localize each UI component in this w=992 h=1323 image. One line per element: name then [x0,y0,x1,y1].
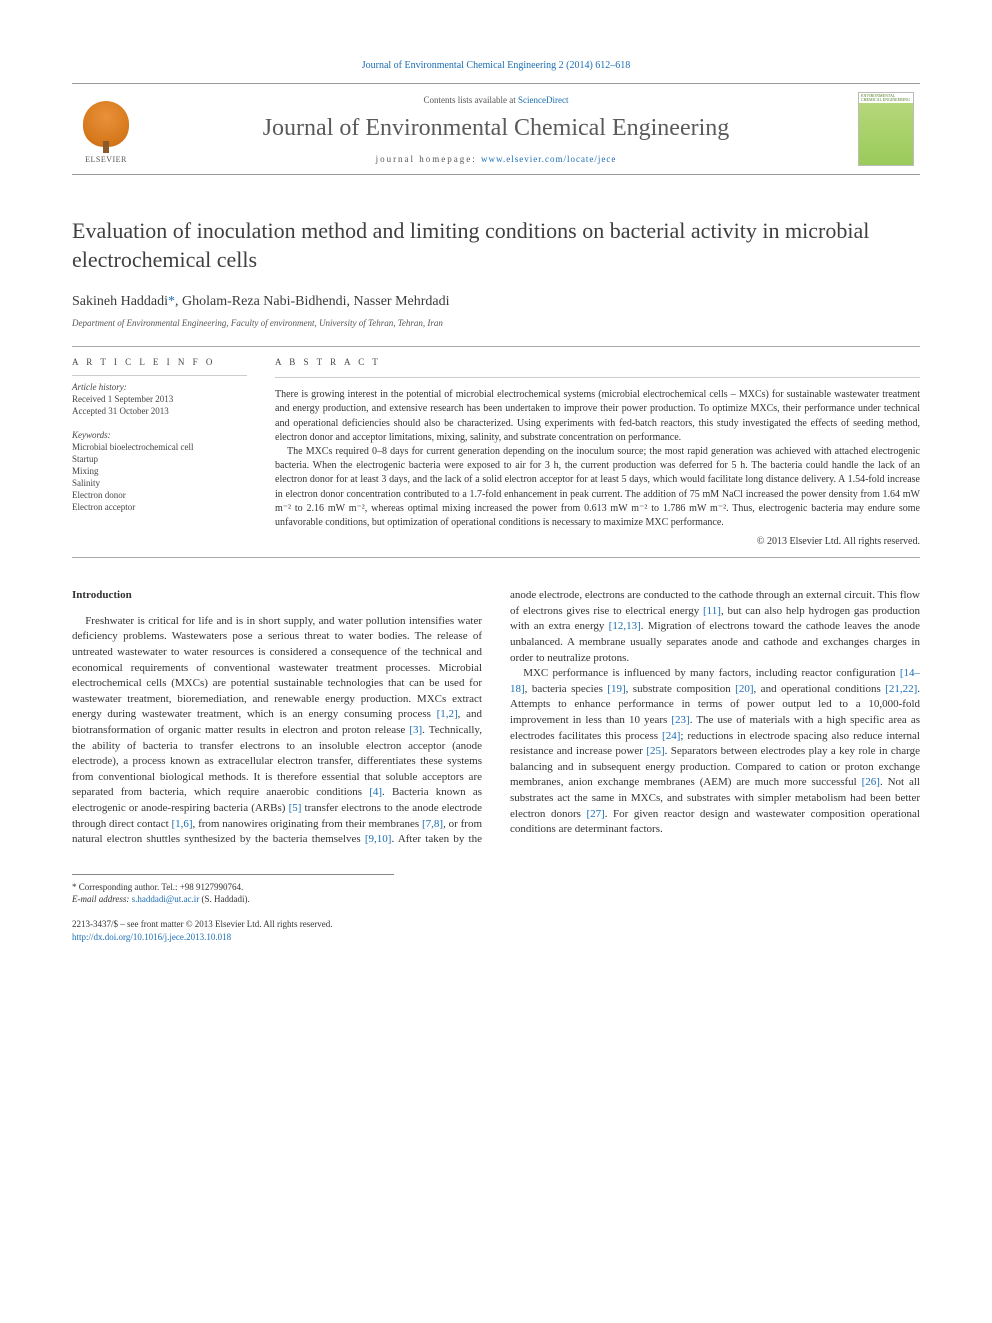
email-label: E-mail address: [72,894,132,904]
citation-link[interactable]: [1,6] [171,818,192,830]
abstract-rule [275,377,920,378]
keyword: Startup [72,454,247,464]
text: , substrate composition [626,683,736,695]
email-suffix: (S. Haddadi). [199,894,250,904]
citation-link[interactable]: [4] [369,786,382,798]
authors: Sakineh Haddadi*, Gholam-Reza Nabi-Bidhe… [72,294,920,310]
email-link[interactable]: s.haddadi@ut.ac.ir [132,894,200,904]
abstract-copyright: © 2013 Elsevier Ltd. All rights reserved… [275,536,920,547]
author-1: Sakineh Haddadi [72,294,168,309]
text: , bacteria species [525,683,608,695]
footnotes: * Corresponding author. Tel.: +98 912799… [72,874,394,906]
abstract-heading: A B S T R A C T [275,357,920,367]
received-date: Received 1 September 2013 [72,394,247,404]
keyword: Electron donor [72,490,247,500]
text: Freshwater is critical for life and is i… [72,615,482,721]
text: , and operational conditions [754,683,886,695]
abstract-p1: There is growing interest in the potenti… [275,388,920,445]
citation-link[interactable]: [12,13] [609,620,641,632]
homepage-line: journal homepage: www.elsevier.com/locat… [144,154,848,164]
publisher-name: ELSEVIER [85,155,127,164]
article-info-heading: A R T I C L E I N F O [72,357,247,367]
authors-rest: , Gholam-Reza Nabi-Bidhendi, Nasser Mehr… [175,294,449,309]
body-columns: Introduction Freshwater is critical for … [72,588,920,848]
abstract-p2: The MXCs required 0–8 days for current g… [275,445,920,530]
citation-link[interactable]: [27] [586,808,604,820]
doi-link[interactable]: http://dx.doi.org/10.1016/j.jece.2013.10… [72,932,231,942]
rule-top [72,346,920,347]
citation-text[interactable]: Journal of Environmental Chemical Engine… [362,60,631,71]
page: Journal of Environmental Chemical Engine… [0,0,992,983]
citation-link[interactable]: [26] [862,776,880,788]
journal-name: Journal of Environmental Chemical Engine… [144,115,848,142]
issn-block: 2213-3437/$ – see front matter © 2013 El… [72,918,920,943]
abstract: A B S T R A C T There is growing interes… [275,357,920,547]
rule-bottom [72,557,920,558]
citation-link[interactable]: [20] [735,683,753,695]
corresponding-marker[interactable]: * [168,294,175,309]
keyword: Mixing [72,466,247,476]
citation-link[interactable]: [19] [607,683,625,695]
citation-link[interactable]: [23] [671,714,689,726]
abstract-text: There is growing interest in the potenti… [275,388,920,530]
citation-link[interactable]: [25] [646,745,664,757]
article-title: Evaluation of inoculation method and lim… [72,217,920,274]
keyword: Electron acceptor [72,502,247,512]
info-abstract-row: A R T I C L E I N F O Article history: R… [72,357,920,547]
corresponding-author-note: * Corresponding author. Tel.: +98 912799… [72,881,394,894]
citation-link[interactable]: [1,2] [437,708,458,720]
sciencedirect-link[interactable]: ScienceDirect [518,95,568,105]
masthead: ELSEVIER Contents lists available at Sci… [72,83,920,175]
article-info: A R T I C L E I N F O Article history: R… [72,357,247,547]
journal-cover-thumbnail: ENVIRONMENTAL CHEMICAL ENGINEERING [858,92,914,166]
homepage-prefix: journal homepage: [376,154,481,164]
citation-link[interactable]: [11] [703,605,721,617]
info-rule [72,375,247,376]
publisher-logo: ELSEVIER [78,94,134,164]
keyword: Salinity [72,478,247,488]
history-label: Article history: [72,382,247,392]
masthead-center: Contents lists available at ScienceDirec… [144,95,848,164]
citation-link[interactable]: [7,8] [422,818,443,830]
citation-link[interactable]: [3] [409,724,422,736]
section-heading: Introduction [72,588,482,604]
affiliation: Department of Environmental Engineering,… [72,318,920,328]
running-citation: Journal of Environmental Chemical Engine… [72,60,920,71]
citation-link[interactable]: [21,22] [885,683,917,695]
keywords-label: Keywords: [72,430,247,440]
cover-caption: ENVIRONMENTAL CHEMICAL ENGINEERING [861,94,911,103]
contents-line: Contents lists available at ScienceDirec… [144,95,848,105]
issn-line: 2213-3437/$ – see front matter © 2013 El… [72,918,920,931]
text: MXC performance is influenced by many fa… [523,667,900,679]
elsevier-tree-icon [83,101,129,147]
keyword: Microbial bioelectrochemical cell [72,442,247,452]
homepage-link[interactable]: www.elsevier.com/locate/jece [481,154,616,164]
citation-link[interactable]: [24] [662,730,680,742]
citation-link[interactable]: [5] [289,802,302,814]
contents-prefix: Contents lists available at [424,95,518,105]
title-block: Evaluation of inoculation method and lim… [72,217,920,328]
text: , from nanowires originating from their … [193,818,423,830]
accepted-date: Accepted 31 October 2013 [72,406,247,416]
email-line: E-mail address: s.haddadi@ut.ac.ir (S. H… [72,893,394,906]
citation-link[interactable]: [9,10] [365,833,392,845]
body-paragraph-2: MXC performance is influenced by many fa… [510,666,920,838]
